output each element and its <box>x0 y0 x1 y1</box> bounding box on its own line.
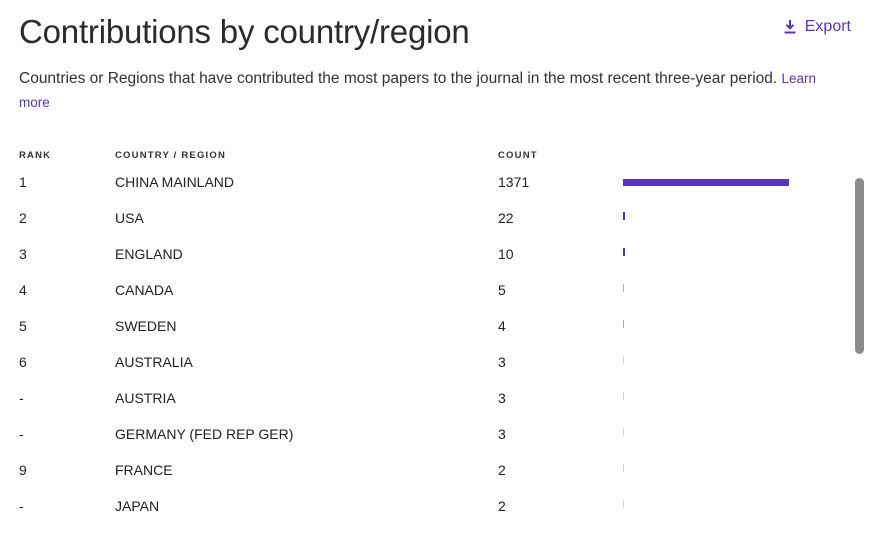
rank-cell: 9 <box>19 462 27 478</box>
count-cell: 2 <box>498 462 506 478</box>
scrollbar-thumb[interactable] <box>855 178 864 354</box>
count-bar <box>623 464 624 472</box>
rank-cell: 6 <box>19 354 27 370</box>
rank-cell: 4 <box>19 282 27 298</box>
bar-cell <box>623 247 789 261</box>
table-row: 5 SWEDEN 4 <box>19 308 839 344</box>
rank-cell: - <box>19 498 24 514</box>
table-row: 6 AUSTRALIA 3 <box>19 344 839 380</box>
table-row: - JAPAN 2 <box>19 488 839 524</box>
count-cell: 10 <box>498 246 514 262</box>
count-cell: 4 <box>498 318 506 334</box>
table-row: 1 CHINA MAINLAND 1371 <box>19 164 839 200</box>
bar-cell <box>623 175 789 189</box>
country-cell: USA <box>115 210 144 226</box>
table-row: 4 CANADA 5 <box>19 272 839 308</box>
table-row: - GERMANY (FED REP GER) 3 <box>19 416 839 452</box>
scrollbar[interactable] <box>855 176 864 356</box>
bar-cell <box>623 211 789 225</box>
bar-cell <box>623 463 789 477</box>
download-icon <box>784 20 796 34</box>
count-cell: 2 <box>498 498 506 514</box>
export-button[interactable]: Export <box>784 18 851 36</box>
description-text: Countries or Regions that have contribut… <box>19 70 778 87</box>
bar-cell <box>623 427 789 441</box>
count-cell: 3 <box>498 354 506 370</box>
count-bar <box>623 179 789 186</box>
table-body: 1 CHINA MAINLAND 1371 2 USA 22 3 ENGLAND 10 4 CANA… <box>19 164 839 524</box>
count-bar <box>623 284 624 292</box>
country-cell: AUSTRALIA <box>115 354 193 370</box>
column-header-country: COUNTRY / REGION <box>115 150 227 161</box>
bar-cell <box>623 391 789 405</box>
bar-cell <box>623 319 789 333</box>
country-cell: SWEDEN <box>115 318 177 334</box>
count-bar <box>623 212 625 220</box>
count-bar <box>623 428 624 436</box>
bar-cell <box>623 283 789 297</box>
count-cell: 3 <box>498 426 506 442</box>
bar-cell <box>623 355 789 369</box>
country-cell: CHINA MAINLAND <box>115 174 235 190</box>
rank-cell: 1 <box>19 174 27 190</box>
export-label: Export <box>804 18 851 35</box>
country-cell: FRANCE <box>115 462 173 478</box>
country-table: RANK COUNTRY / REGION COUNT 1 CHINA MAINL… <box>19 146 839 524</box>
bar-cell <box>623 499 789 513</box>
count-bar <box>623 320 624 328</box>
table-header: RANK COUNTRY / REGION COUNT <box>19 146 839 164</box>
rank-cell: - <box>19 390 24 406</box>
count-bar <box>623 356 624 364</box>
count-bar <box>623 248 625 256</box>
count-cell: 1371 <box>498 174 530 190</box>
country-cell: CANADA <box>115 282 174 298</box>
table-row: - AUSTRIA 3 <box>19 380 839 416</box>
column-header-rank: RANK <box>19 150 52 161</box>
count-cell: 5 <box>498 282 506 298</box>
country-cell: JAPAN <box>115 498 160 514</box>
rank-cell: 3 <box>19 246 27 262</box>
count-bar <box>623 500 624 508</box>
country-cell: ENGLAND <box>115 246 183 262</box>
table-row: 2 USA 22 <box>19 200 839 236</box>
rank-cell: 5 <box>19 318 27 334</box>
rank-cell: 2 <box>19 210 27 226</box>
table-row: 9 FRANCE 2 <box>19 452 839 488</box>
column-header-count: COUNT <box>498 150 538 161</box>
country-cell: GERMANY (FED REP GER) <box>115 426 294 442</box>
table-row: 3 ENGLAND 10 <box>19 236 839 272</box>
count-bar <box>623 392 624 400</box>
rank-cell: - <box>19 426 24 442</box>
country-cell: AUSTRIA <box>115 390 176 406</box>
learn-more-link[interactable]: Learn more <box>19 71 817 110</box>
count-cell: 3 <box>498 390 506 406</box>
page-title: Contributions by country/region <box>19 13 470 50</box>
count-cell: 22 <box>498 210 514 226</box>
description: Countries or Regions that have contribut… <box>19 67 829 115</box>
